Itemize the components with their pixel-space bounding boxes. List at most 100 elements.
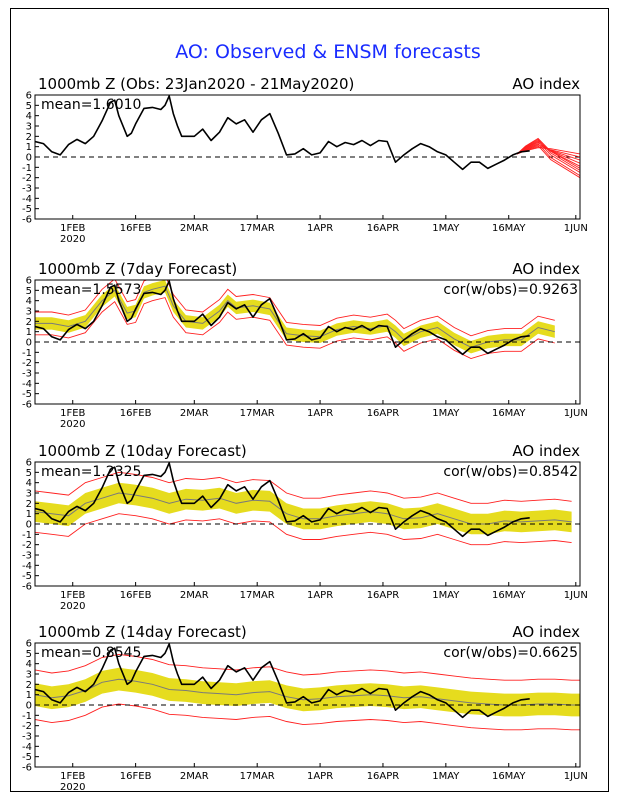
x-tick-label: 1APR xyxy=(307,590,333,601)
x-tick-label: 2MAR xyxy=(180,590,209,601)
panels: 1000mb Z (Obs: 23Jan2020 - 21May2020) AO … xyxy=(22,75,588,793)
y-tick-label: -3 xyxy=(22,732,32,743)
y-tick-label: 1 xyxy=(26,509,32,520)
y-tick-label: 5 xyxy=(26,468,32,479)
x-tick-label: 17MAR xyxy=(240,590,275,601)
y-tick-label: 3 xyxy=(26,122,32,133)
x-tick-label: 1MAY xyxy=(432,771,460,782)
mean-value-label: mean=1.6010 xyxy=(41,97,141,113)
y-tick-label: 5 xyxy=(26,286,32,297)
y-tick-label: -4 xyxy=(22,379,32,390)
y-tick-label: -2 xyxy=(22,173,32,184)
ensemble-min-line xyxy=(35,513,572,546)
x-tick-label: 1MAY xyxy=(432,590,460,601)
ensemble-spread-band xyxy=(35,667,580,717)
ensemble-max-line xyxy=(35,280,555,337)
observed-line xyxy=(35,462,530,538)
x-tick-label: 17MAR xyxy=(240,408,275,419)
plot-area xyxy=(35,95,580,179)
y-tick-label: 2 xyxy=(26,317,32,328)
x-tick-label: 16APR xyxy=(367,771,400,782)
x-tick-year-label: 2020 xyxy=(60,419,85,430)
x-tick-label: 16FEB xyxy=(120,223,152,234)
y-tick-label: 3 xyxy=(26,670,32,681)
panel-title: 1000mb Z (14day Forecast) xyxy=(38,623,247,641)
y-tick-label: -2 xyxy=(22,721,32,732)
x-tick-label: 2MAR xyxy=(180,771,209,782)
y-tick-label: -4 xyxy=(22,742,32,753)
x-tick-label: 17MAR xyxy=(240,771,275,782)
y-tick-label: 4 xyxy=(26,478,32,489)
y-tick-label: -1 xyxy=(22,163,32,174)
ensemble-member-line xyxy=(516,139,580,167)
y-tick-label: -3 xyxy=(22,184,32,195)
x-tick-label: 2MAR xyxy=(180,408,209,419)
observed-line xyxy=(35,95,530,171)
x-tick-label: 1APR xyxy=(307,223,333,234)
panel-3: 1000mb Z (10day Forecast) AO index 6543210… xyxy=(22,442,588,612)
x-tick-label: 1MAY xyxy=(432,223,460,234)
observed-line xyxy=(35,643,530,719)
y-tick-label: -1 xyxy=(22,711,32,722)
y-tick-label: 5 xyxy=(26,101,32,112)
y-tick-label: 4 xyxy=(26,296,32,307)
x-tick-label: 1APR xyxy=(307,771,333,782)
x-tick-label: 16APR xyxy=(367,223,400,234)
x-tick-label: 1MAY xyxy=(432,408,460,419)
y-tick-label: 6 xyxy=(26,458,32,469)
x-tick-label: 16MAY xyxy=(492,590,526,601)
y-tick-label: 1 xyxy=(26,327,32,338)
observed-line xyxy=(35,280,530,356)
mean-value-label: mean=1.5573 xyxy=(41,282,141,298)
panel-title: 1000mb Z (10day Forecast) xyxy=(38,442,247,460)
panel-title: 1000mb Z (7day Forecast) xyxy=(38,260,237,278)
y-tick-label: -1 xyxy=(22,530,32,541)
x-tick-year-label: 2020 xyxy=(60,782,85,793)
plot-area xyxy=(35,280,580,359)
x-tick-label: 16MAY xyxy=(492,223,526,234)
y-tick-label: -2 xyxy=(22,358,32,369)
x-tick-label: 1JUN xyxy=(564,771,588,782)
y-tick-label: 1 xyxy=(26,142,32,153)
plot-area xyxy=(35,643,580,731)
y-tick-label: 6 xyxy=(26,639,32,650)
y-tick-label: 1 xyxy=(26,690,32,701)
x-tick-label: 1FEB xyxy=(60,223,85,234)
y-tick-label: -3 xyxy=(22,551,32,562)
correlation-label: cor(w/obs)=0.6625 xyxy=(443,645,578,661)
y-tick-label: -5 xyxy=(22,204,32,215)
x-tick-label: 16FEB xyxy=(120,771,152,782)
y-tick-label: 0 xyxy=(26,153,32,164)
mean-value-label: mean=0.8545 xyxy=(41,645,141,661)
x-tick-year-label: 2020 xyxy=(60,234,85,245)
y-tick-label: -1 xyxy=(22,348,32,359)
panel-index-label: AO index xyxy=(512,75,580,93)
y-tick-label: -6 xyxy=(22,582,32,593)
correlation-label: cor(w/obs)=0.8542 xyxy=(443,464,578,480)
ensemble-min-line xyxy=(35,297,555,359)
ensemble-spread-band xyxy=(35,482,572,535)
panel-1: 1000mb Z (Obs: 23Jan2020 - 21May2020) AO … xyxy=(22,75,588,245)
ensemble-max-line xyxy=(35,653,580,681)
panel-index-label: AO index xyxy=(512,260,580,278)
x-tick-label: 1JUN xyxy=(564,590,588,601)
x-tick-label: 1APR xyxy=(307,408,333,419)
panel-index-label: AO index xyxy=(512,442,580,460)
y-tick-label: -6 xyxy=(22,400,32,411)
y-tick-label: 6 xyxy=(26,276,32,287)
x-tick-label: 16MAY xyxy=(492,771,526,782)
y-tick-label: -6 xyxy=(22,215,32,226)
x-tick-label: 2MAR xyxy=(180,223,209,234)
x-tick-label: 16FEB xyxy=(120,408,152,419)
x-tick-label: 16MAY xyxy=(492,408,526,419)
ensemble-mean-line xyxy=(35,285,555,348)
x-tick-label: 1FEB xyxy=(60,408,85,419)
x-tick-year-label: 2020 xyxy=(60,601,85,612)
y-tick-label: 4 xyxy=(26,111,32,122)
y-tick-label: 3 xyxy=(26,307,32,318)
y-tick-label: 0 xyxy=(26,520,32,531)
ensemble-spread-band xyxy=(35,280,555,354)
ensemble-mean-line xyxy=(35,492,572,525)
